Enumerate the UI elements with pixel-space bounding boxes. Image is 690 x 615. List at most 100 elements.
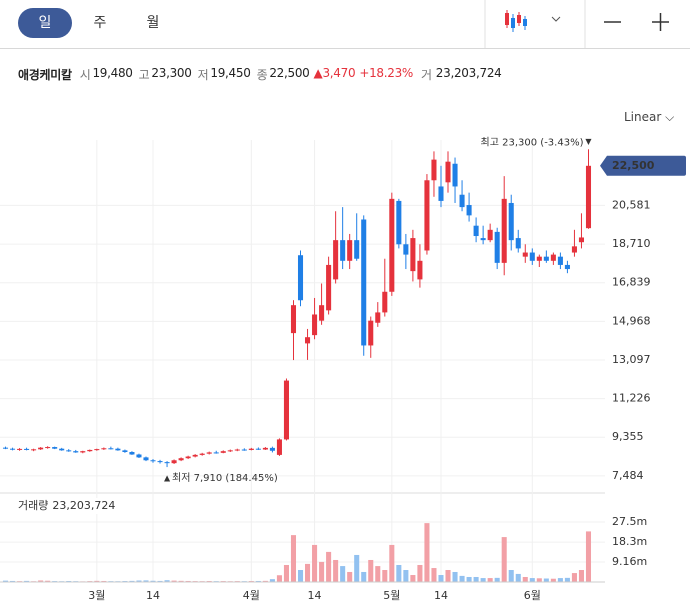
candle-body (508, 202, 514, 241)
candle-body (73, 451, 79, 453)
change: ▲3,470 (313, 66, 356, 80)
candle-body (2, 447, 9, 449)
candle-body (389, 198, 395, 292)
volume-value: 23,203,724 (435, 66, 502, 80)
volume-bar (431, 568, 437, 582)
volume-bar (543, 578, 549, 582)
volume-bar (129, 580, 135, 582)
candle-body (459, 194, 465, 208)
candle-body (312, 314, 318, 336)
candle-body (368, 320, 374, 346)
volume-bar (494, 577, 500, 582)
candle-body (150, 460, 156, 462)
volume-bar (297, 570, 304, 582)
candle-body (347, 240, 353, 261)
toolbar: 일 주 월 (0, 0, 690, 49)
candle-body (290, 305, 297, 334)
volume-bar (578, 570, 584, 582)
quote-label: 시 (79, 68, 91, 82)
quote-label: 고 (138, 68, 150, 82)
candle-body (45, 447, 51, 449)
candle-body (375, 312, 381, 323)
dropdown-chevron[interactable] (551, 16, 561, 22)
volume-bar (101, 580, 107, 582)
volume-label: 거 (421, 68, 432, 82)
candle-body (227, 450, 233, 452)
candle-body (466, 205, 472, 216)
volume-bar (452, 571, 458, 582)
change-pct: +18.23% (359, 66, 414, 80)
volume-bar (375, 566, 381, 582)
candle-body (87, 449, 93, 452)
candle-body (241, 449, 247, 451)
candle-body (522, 252, 528, 257)
volume-bar (178, 580, 184, 582)
zoom-in[interactable] (652, 13, 669, 31)
volume-bar (164, 580, 170, 582)
candle-body (122, 450, 128, 453)
volume-bar (10, 580, 16, 582)
volume-bar (571, 573, 577, 582)
candle-body (536, 256, 542, 261)
candle-body (248, 448, 254, 450)
volume-bar (305, 563, 311, 582)
candle-body (262, 447, 268, 450)
candle-body (585, 165, 592, 229)
high-marker: ▼ (585, 137, 592, 146)
volume-title-label: 거래량 (18, 499, 48, 512)
volume-bar (487, 578, 493, 582)
volume-title-bg (14, 498, 126, 514)
tab[interactable]: 주 (93, 15, 107, 31)
volume-bar (171, 580, 177, 582)
candle-body (276, 439, 282, 455)
volume-bar (276, 575, 282, 582)
candle-body (438, 186, 444, 201)
candle-body (17, 448, 23, 450)
candle-body (171, 460, 177, 464)
volume-bar (473, 576, 479, 582)
candle-body (157, 461, 163, 463)
candle-type-icon[interactable] (505, 10, 527, 32)
tab[interactable]: 월 (146, 15, 160, 31)
y-tick-label: 11,226 (612, 392, 651, 405)
volume-bar (557, 578, 563, 582)
volume-bar (136, 580, 142, 582)
candle-body (136, 454, 142, 458)
volume-bar (382, 570, 388, 582)
candle-body (220, 451, 226, 453)
candle-body (10, 448, 16, 450)
candle-body (557, 256, 563, 265)
y-tick-label: 27.5m (612, 515, 647, 528)
tab[interactable]: 일 (18, 8, 72, 38)
candle-body (333, 240, 339, 280)
y-tick-label: 7,484 (612, 469, 644, 482)
volume-bar (403, 570, 409, 582)
quote-label: 저 (197, 68, 209, 82)
candle-body (59, 448, 65, 451)
candle-body (38, 447, 44, 450)
x-tick-label: 14 (434, 589, 448, 602)
candle-body (269, 447, 275, 451)
price-badge (600, 155, 686, 176)
candle-body (410, 238, 416, 272)
candle-body (283, 380, 289, 440)
y-tick-label: 20,581 (612, 198, 651, 211)
volume-bar (347, 571, 353, 582)
y-tick-label: 16,839 (612, 276, 651, 289)
volume-bar (326, 551, 332, 582)
volume-bar (269, 579, 275, 582)
volume-bar (340, 566, 346, 582)
quote-items: 시 19,480 고 23,300 저 19,450 종 22,500 (76, 66, 310, 83)
scale-select[interactable]: Linear ⌵ (624, 110, 675, 124)
toolbar-icons (484, 0, 669, 48)
volume-bar (354, 554, 360, 582)
stock-name: 애경케미칼 (18, 68, 72, 82)
candle-body (403, 244, 409, 255)
volume-bar (333, 559, 339, 582)
volume-bar (508, 570, 514, 582)
volume-bar (368, 559, 374, 582)
candle-body (501, 198, 507, 263)
candle-body (213, 452, 219, 454)
volume-bar (312, 544, 318, 582)
